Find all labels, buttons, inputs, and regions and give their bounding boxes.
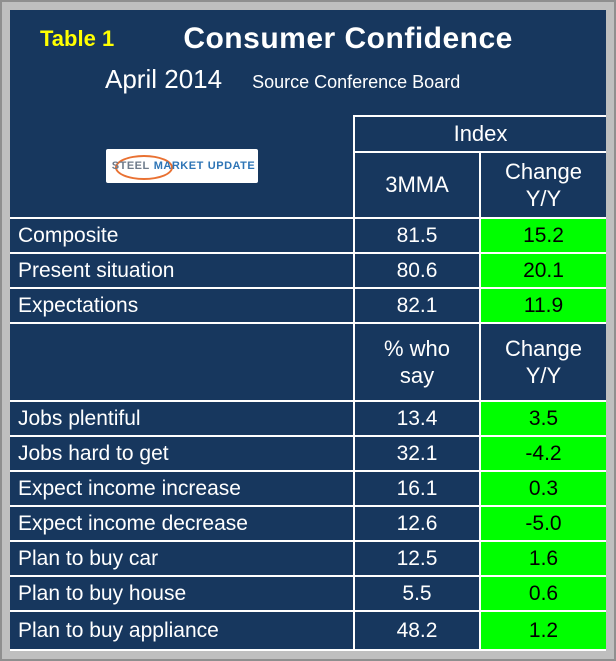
column-header-change-yy: Change Y/Y bbox=[481, 153, 606, 217]
row-change: 20.1 bbox=[481, 254, 606, 287]
row-value: 13.4 bbox=[355, 402, 479, 435]
row-label: Jobs hard to get bbox=[10, 437, 353, 470]
row-change: 1.2 bbox=[481, 612, 606, 649]
logo-update-text: UPDATE bbox=[207, 160, 256, 172]
column-header-pct-who-say: % who say bbox=[355, 324, 479, 400]
row-label: Jobs plentiful bbox=[10, 402, 353, 435]
logo-market-text: MARKET bbox=[153, 160, 204, 172]
row-change: 0.3 bbox=[481, 472, 606, 505]
column-header-change-yy-2: Change Y/Y bbox=[481, 324, 606, 400]
period-label: April 2014 bbox=[105, 64, 223, 94]
logo-steel-text: STEEL bbox=[111, 160, 150, 172]
table-sheet: Table 1 Consumer Confidence April 2014 S… bbox=[10, 10, 606, 651]
title-row: Table 1 Consumer Confidence bbox=[10, 10, 606, 56]
subtitle-row: April 2014 Source Conference Board bbox=[10, 56, 606, 95]
page-title: Consumer Confidence bbox=[183, 22, 513, 55]
row-label: Plan to buy house bbox=[10, 577, 353, 610]
smu-logo: STEEL MARKET UPDATE bbox=[105, 149, 258, 183]
row-change: 11.9 bbox=[481, 289, 606, 322]
row-value: 80.6 bbox=[355, 254, 479, 287]
index-group-header: Index bbox=[355, 115, 606, 151]
logo-swoosh-icon bbox=[114, 155, 173, 180]
row-label: Composite bbox=[10, 219, 353, 252]
title-area: Table 1 Consumer Confidence April 2014 S… bbox=[10, 10, 606, 115]
row-label: Expect income decrease bbox=[10, 507, 353, 540]
row-value: 12.6 bbox=[355, 507, 479, 540]
column-header-3mma: 3MMA bbox=[355, 153, 479, 217]
row-change: 3.5 bbox=[481, 402, 606, 435]
row-label: Present situation bbox=[10, 254, 353, 287]
row-change: -4.2 bbox=[481, 437, 606, 470]
row-label: Expect income increase bbox=[10, 472, 353, 505]
row-value: 48.2 bbox=[355, 612, 479, 649]
row-change: -5.0 bbox=[481, 507, 606, 540]
row-change: 15.2 bbox=[481, 219, 606, 252]
data-table: STEEL MARKET UPDATE Index 3MMA Change Y/… bbox=[10, 115, 606, 651]
logo-cell: STEEL MARKET UPDATE bbox=[10, 115, 353, 217]
row-change: 1.6 bbox=[481, 542, 606, 575]
row-label: Expectations bbox=[10, 289, 353, 322]
row-value: 32.1 bbox=[355, 437, 479, 470]
row-change: 0.6 bbox=[481, 577, 606, 610]
empty-subheader-cell bbox=[10, 324, 353, 400]
row-value: 5.5 bbox=[355, 577, 479, 610]
row-label: Plan to buy car bbox=[10, 542, 353, 575]
row-label: Plan to buy appliance bbox=[10, 612, 353, 649]
row-value: 81.5 bbox=[355, 219, 479, 252]
row-value: 12.5 bbox=[355, 542, 479, 575]
table-number-label: Table 1 bbox=[40, 26, 115, 51]
row-value: 82.1 bbox=[355, 289, 479, 322]
source-label: Source Conference Board bbox=[252, 72, 461, 92]
row-value: 16.1 bbox=[355, 472, 479, 505]
